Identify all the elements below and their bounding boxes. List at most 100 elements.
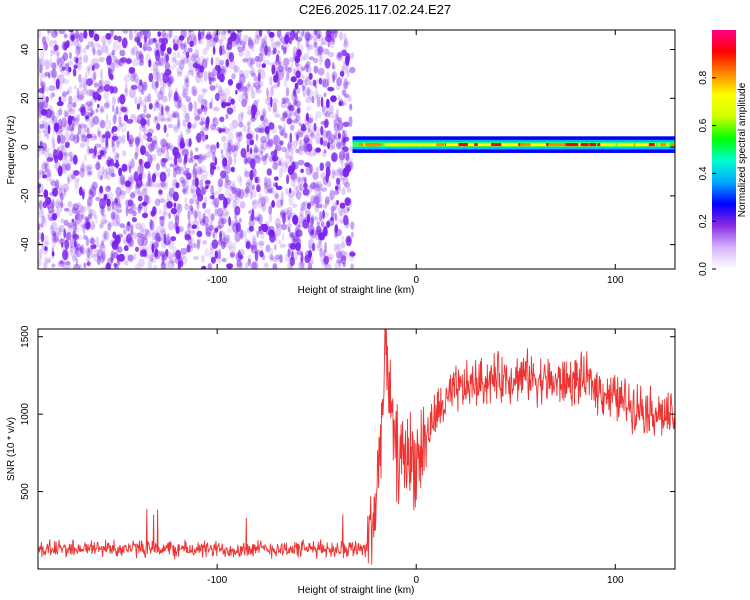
noise-dot <box>98 85 105 90</box>
noise-dot <box>281 232 285 242</box>
noise-dot <box>316 241 321 249</box>
noise-dot <box>148 177 153 187</box>
noise-dot <box>49 192 56 196</box>
noise-dot <box>311 233 317 238</box>
noise-dot <box>246 144 250 153</box>
noise-dot <box>159 112 166 123</box>
noise-dot <box>73 221 77 232</box>
noise-dot <box>77 45 81 51</box>
noise-dot <box>304 136 311 148</box>
noise-dot <box>219 30 227 36</box>
noise-dot <box>173 43 179 51</box>
noise-dot <box>111 240 119 250</box>
noise-dot <box>127 199 133 207</box>
noise-dot <box>124 87 129 98</box>
noise-dot <box>72 221 80 227</box>
noise-dot <box>235 82 242 90</box>
noise-dot <box>210 123 217 131</box>
noise-dot <box>198 238 202 244</box>
noise-dot <box>167 156 173 162</box>
noise-dot <box>61 66 66 71</box>
noise-dot <box>93 82 99 88</box>
noise-dot <box>294 109 298 121</box>
noise-dot <box>271 50 276 55</box>
noise-dot <box>200 75 203 83</box>
noise-dot <box>347 197 353 208</box>
noise-dot <box>227 240 233 250</box>
noise-dot <box>232 36 238 47</box>
noise-dot <box>268 254 275 261</box>
noise-dot <box>187 70 194 76</box>
noise-dot <box>231 186 237 195</box>
noise-dot <box>179 42 187 48</box>
noise-dot <box>313 30 318 36</box>
noise-dot <box>135 145 139 157</box>
noise-dot <box>322 130 329 139</box>
noise-dot <box>170 207 178 215</box>
noise-dot <box>84 71 88 82</box>
noise-dot <box>183 50 187 56</box>
noise-dot <box>136 103 140 110</box>
noise-dot <box>314 116 318 122</box>
noise-dot <box>310 195 316 203</box>
noise-dot <box>272 162 279 170</box>
noise-dot <box>105 45 109 56</box>
noise-dot <box>238 38 243 44</box>
noise-dot <box>252 234 256 242</box>
noise-dot <box>93 33 100 42</box>
noise-dot <box>200 127 205 136</box>
noise-dot <box>340 137 347 146</box>
noise-dot <box>336 77 342 87</box>
noise-dot <box>158 189 163 195</box>
noise-dot <box>312 79 317 87</box>
noise-dot <box>187 223 190 233</box>
noise-dot <box>305 38 310 48</box>
noise-dot <box>71 255 77 262</box>
noise-dot <box>107 222 112 231</box>
noise-dot <box>128 165 132 174</box>
noise-dot <box>117 246 123 253</box>
noise-dot <box>273 135 281 146</box>
noise-dot <box>159 72 165 77</box>
noise-dot <box>43 241 50 246</box>
noise-dot <box>345 152 350 162</box>
noise-dot <box>59 144 65 152</box>
noise-dot <box>349 52 355 59</box>
noise-dot <box>165 54 170 63</box>
noise-dot <box>200 186 206 196</box>
noise-dot <box>315 147 321 153</box>
noise-dot <box>280 223 288 231</box>
noise-dot <box>225 183 232 189</box>
noise-dot <box>168 142 173 149</box>
noise-dot <box>93 115 99 125</box>
noise-dot <box>151 252 159 258</box>
noise-dot <box>250 86 254 93</box>
noise-dot <box>305 33 313 41</box>
noise-dot <box>127 221 131 227</box>
colorbar-tick-label: 0.0 <box>698 262 709 276</box>
noise-dot <box>290 171 298 180</box>
noise-dot <box>42 95 46 105</box>
noise-dot <box>284 213 288 222</box>
noise-dot <box>114 263 119 269</box>
noise-dot <box>66 65 71 75</box>
noise-dot <box>102 134 105 139</box>
noise-dot <box>271 41 277 49</box>
noise-dot <box>38 139 44 149</box>
noise-dot <box>217 207 224 217</box>
noise-dot <box>50 221 58 232</box>
noise-dot <box>287 215 290 221</box>
noise-dot <box>261 54 265 63</box>
noise-dot <box>210 57 214 66</box>
noise-dot <box>236 40 242 50</box>
noise-dot <box>237 251 243 259</box>
noise-dot <box>73 263 80 269</box>
noise-dot <box>68 95 73 105</box>
noise-dot <box>303 141 308 153</box>
noise-dot <box>349 66 356 74</box>
noise-dot <box>43 133 48 138</box>
noise-dot <box>257 98 260 104</box>
noise-dot <box>127 177 134 184</box>
noise-dot <box>91 235 94 245</box>
noise-dot <box>85 101 93 107</box>
